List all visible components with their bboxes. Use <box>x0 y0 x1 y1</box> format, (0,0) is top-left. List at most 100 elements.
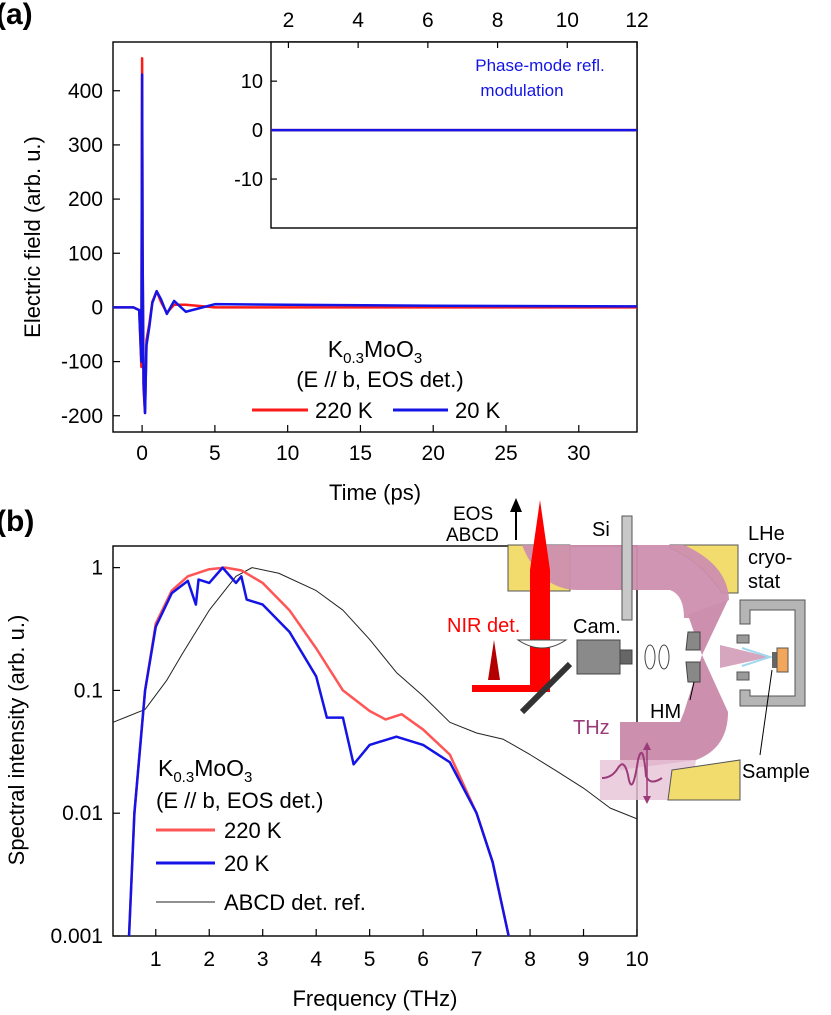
panel-a-xtick-label: 25 <box>494 442 517 465</box>
inset-ytick-label: 0 <box>252 120 263 142</box>
panel-b-xtick-label: 7 <box>471 948 483 971</box>
panel-a-xtick-label: 10 <box>276 442 299 465</box>
panel-b-xtick-label: 2 <box>203 948 215 971</box>
legend-a-20K-label: 20 K <box>455 398 501 423</box>
sample-pointer <box>759 669 773 756</box>
camera-lens <box>619 649 633 665</box>
nir-mirror <box>519 661 573 715</box>
lhe-label-3: stat <box>748 571 781 593</box>
inset-xtick-label: 8 <box>492 9 504 32</box>
panel-a-ytick-label: -100 <box>61 351 103 374</box>
legend-b-20K-label: 20 K <box>224 851 270 876</box>
inset-label-line2: modulation <box>480 81 563 100</box>
inset-ytick-label: 10 <box>241 71 263 93</box>
setup-schematic: Si LHe cryo- stat Sample HM Cam. NIR det… <box>446 498 810 804</box>
cam-label: Cam. <box>573 616 621 638</box>
panel-b-series <box>112 566 638 937</box>
panel-b-xtick-label: 8 <box>524 948 536 971</box>
panel-b-ytick-label: 0.01 <box>62 802 103 825</box>
inset-xtick-label: 2 <box>283 9 295 32</box>
panel-a-label: (a) <box>0 0 33 31</box>
nir-label: NIR det. <box>447 615 520 637</box>
thz-arrow-top <box>643 742 651 750</box>
panel-a-xtick-label: 30 <box>567 442 590 465</box>
thz-arrow-bottom <box>643 796 651 804</box>
panel-b-series-line <box>112 567 638 820</box>
nir-beam-horizontal <box>472 685 550 692</box>
sample-label: Sample <box>742 761 810 783</box>
panel-b-ytick-label: 0.001 <box>50 925 103 948</box>
panel-b-plot: 1 2 3 4 5 6 7 8 9 10 0.001 0.01 0.1 1 K0.3MoO3 (E // … <box>4 545 649 1011</box>
si-window <box>621 515 633 621</box>
cryostat-frame <box>739 599 806 707</box>
panel-a-ylabel: Electric field (arb. u.) <box>20 136 45 338</box>
lhe-label-1: LHe <box>748 523 785 545</box>
legend-b-220K-label: 220 K <box>224 818 282 843</box>
eos-label: EOS <box>453 504 493 525</box>
lhe-label-2: cryo- <box>748 547 792 569</box>
panel-b-ytick-label: 1 <box>91 557 103 580</box>
inset-background <box>271 42 637 228</box>
inset-ticks: 2 4 6 8 10 12 -10 0 10 <box>234 9 649 191</box>
inset-xtick-label: 10 <box>556 9 579 32</box>
panel-a-ytick-label: 200 <box>68 188 103 211</box>
inset-xtick-label: 4 <box>352 9 364 32</box>
panel-b-xtick-label: 10 <box>625 948 648 971</box>
panel-b-xtick-label: 1 <box>150 948 162 971</box>
thz-beam-focus-lower <box>684 655 728 712</box>
panel-a-annotation-line2: (E // b, EOS det.) <box>296 367 464 392</box>
eos-arrow-head <box>510 498 522 512</box>
panel-a-ytick-label: 300 <box>68 134 103 157</box>
panel-b-xtick-label: 5 <box>364 948 376 971</box>
legend-b-abcd-label: ABCD det. ref. <box>224 890 366 915</box>
cryostat-window-bottom <box>736 671 750 681</box>
panel-a-ytick-label: 400 <box>68 80 103 103</box>
panel-b-ylabel: Spectral intensity (arb. u.) <box>4 615 29 866</box>
panel-a-xtick-label: 15 <box>349 442 372 465</box>
panel-b-xtick-label: 4 <box>310 948 322 971</box>
panel-a-series-line <box>113 73 638 415</box>
hole-mirror-upper <box>685 631 701 651</box>
legend-a-220K-label: 220 K <box>315 398 373 423</box>
panel-b-annotation-line1: K0.3MoO3 <box>158 755 252 786</box>
panel-b-annotation-line2: (E // b, EOS det.) <box>156 788 324 813</box>
panel-b-xtick-label: 3 <box>257 948 269 971</box>
panel-a-series <box>113 57 638 415</box>
nir-beam-up <box>530 500 550 690</box>
panel-a-ytick-label: 0 <box>91 296 103 319</box>
panel-b-legend: 220 K 20 K ABCD det. ref. <box>156 818 366 915</box>
panel-b-label: (b) <box>0 505 34 538</box>
sample <box>776 647 789 673</box>
cryostat-beam <box>720 645 770 668</box>
panel-b-xtick-label: 9 <box>578 948 590 971</box>
panel-b-ticks: 1 2 3 4 5 6 7 8 9 10 0.001 0.01 0.1 1 <box>50 557 648 971</box>
lens-2 <box>658 644 670 670</box>
panel-a-legend: 220 K 20 K <box>252 398 501 423</box>
panel-a-ytick-label: -200 <box>61 405 103 428</box>
hm-pointer <box>689 681 695 701</box>
panel-b-ytick-label: 0.1 <box>74 679 103 702</box>
cryostat-beam-blue <box>741 647 774 667</box>
panel-a-xtick-label: 0 <box>136 442 148 465</box>
panel-b-xtick-label: 6 <box>417 948 429 971</box>
panel-a-ytick-label: 100 <box>68 242 103 265</box>
panel-a-xtick-label: 5 <box>209 442 221 465</box>
nir-focus-lens <box>516 639 568 649</box>
inset-ytick-label: -10 <box>234 169 263 191</box>
inset-plot: 2 4 6 8 10 12 -10 0 10 Phase-mode refl. modulati… <box>234 9 649 229</box>
camera-body <box>576 639 621 675</box>
panel-b-series-line <box>127 566 510 937</box>
sample-holder <box>772 652 777 668</box>
panel-b-frame <box>112 545 638 937</box>
abcd-label: ABCD <box>446 525 499 546</box>
si-label: Si <box>592 519 610 541</box>
inset-xtick-label: 12 <box>625 9 648 32</box>
nir-detector-pulse <box>488 640 500 680</box>
inset-frame <box>270 41 638 229</box>
cryostat-window-top <box>736 634 750 644</box>
inset-xtick-label: 6 <box>422 9 434 32</box>
lens-1 <box>644 644 656 670</box>
panel-a-xlabel: Time (ps) <box>329 480 421 505</box>
panel-b-xlabel: Frequency (THz) <box>292 986 457 1011</box>
